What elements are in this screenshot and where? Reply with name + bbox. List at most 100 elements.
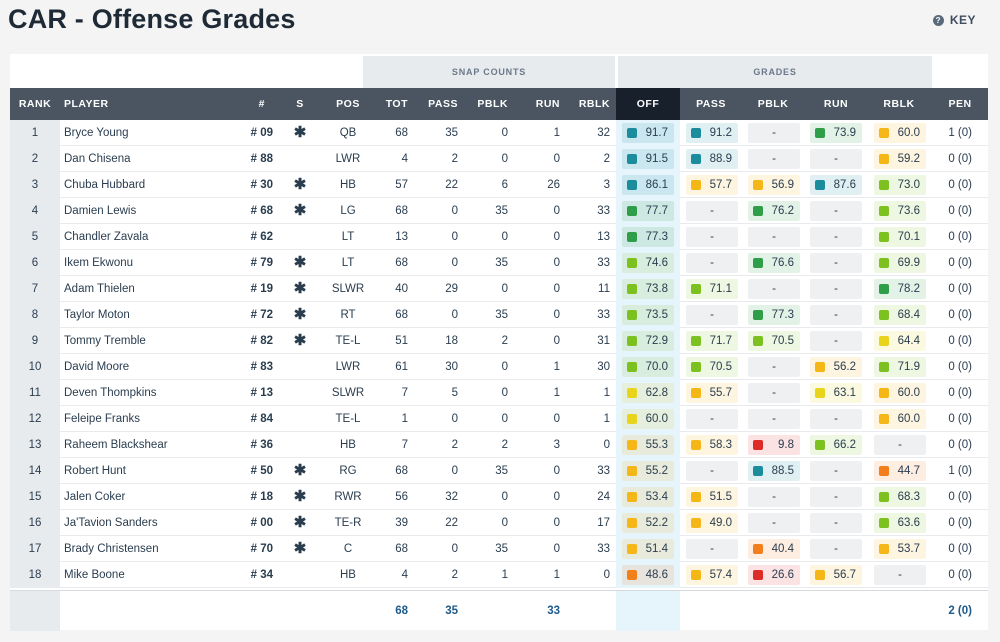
table-row[interactable]: 12 Feleipe Franks # 84 TE-L 1 0 0 0 1 60.0 - - - 60.0…	[10, 406, 988, 432]
grade-run: 87.6	[810, 175, 862, 195]
grade-value: 57.7	[709, 179, 732, 191]
starter-icon: ✱	[293, 488, 307, 505]
col-tot[interactable]: TOT	[385, 98, 408, 110]
grade-color-dot	[879, 518, 889, 528]
player-name-link[interactable]: Chuba Hubbard	[64, 179, 146, 191]
grade-pass: 51.5	[686, 487, 738, 507]
player-name-link[interactable]: Raheem Blackshear	[64, 439, 168, 451]
grade-empty-value: -	[772, 153, 776, 165]
grade-off: 62.8	[622, 383, 674, 403]
off-column-bg	[616, 562, 680, 588]
grade-value: 74.6	[645, 257, 668, 269]
grade-rblk: 60.0	[874, 123, 926, 143]
grade-empty-value: -	[834, 517, 838, 529]
grade-run: -	[810, 305, 862, 325]
col-player[interactable]: PLAYER	[64, 98, 109, 110]
table-row[interactable]: 18 Mike Boone # 34 HB 4 2 1 1 0 48.6 57.4 26.6 56.7 -…	[10, 562, 988, 588]
totals-off-cell	[616, 591, 680, 631]
table-row[interactable]: 7 Adam Thielen # 19 ✱ SLWR 40 29 0 0 11 73.8 71.1 - -…	[10, 276, 988, 302]
col-grade-run[interactable]: RUN	[823, 98, 849, 110]
col-number[interactable]: #	[258, 98, 265, 110]
grade-value: 55.3	[645, 439, 668, 451]
table-row[interactable]: 16 Ja'Tavion Sanders # 00 ✱ TE-R 39 22 0 0 17 52.2…	[10, 510, 988, 536]
table-row[interactable]: 10 David Moore # 83 LWR 61 30 0 1 30 70.0 70.5 - 56.…	[10, 354, 988, 380]
rank-cell: 5	[10, 224, 60, 250]
grade-value: 63.1	[833, 387, 856, 399]
grade-empty-value: -	[898, 569, 902, 581]
grade-value: 70.5	[771, 335, 794, 347]
grade-off: 73.5	[622, 305, 674, 325]
player-name-link[interactable]: Ikem Ekwonu	[64, 257, 134, 269]
player-name-link[interactable]: Robert Hunt	[64, 465, 127, 477]
table-row[interactable]: 14 Robert Hunt # 50 ✱ RG 68 0 35 0 33 55.2 - 88.5 - 44…	[10, 458, 988, 484]
table-row[interactable]: 2 Dan Chisena # 88 LWR 4 2 0 0 2 91.5 88.9 - - 59.2 0 …	[10, 146, 988, 172]
grade-rblk: 63.6	[874, 513, 926, 533]
jersey-number: # 09	[250, 127, 273, 139]
player-name-link[interactable]: Damien Lewis	[64, 205, 137, 217]
table-row[interactable]: 8 Taylor Moton # 72 ✱ RT 68 0 35 0 33 73.5 - 77.3 - 68…	[10, 302, 988, 328]
table-row[interactable]: 9 Tommy Tremble # 82 ✱ TE-L 51 18 2 0 31 72.9 71.7 7…	[10, 328, 988, 354]
grade-color-dot	[691, 570, 701, 580]
grade-empty-value: -	[772, 387, 776, 399]
player-name-link[interactable]: David Moore	[64, 361, 130, 373]
starter-icon: ✱	[293, 202, 307, 219]
starter-icon: ✱	[293, 514, 307, 531]
position-cell: LWR	[335, 153, 361, 165]
col-grade-pass[interactable]: PASS	[696, 98, 726, 110]
player-name-link[interactable]: Jalen Coker	[64, 491, 126, 503]
col-pass[interactable]: PASS	[428, 98, 458, 110]
col-grade-pblk[interactable]: PBLK	[757, 98, 789, 110]
table-row[interactable]: 4 Damien Lewis # 68 ✱ LG 68 0 35 0 33 77.7 - 76.2 - 73…	[10, 198, 988, 224]
col-grade-rblk[interactable]: RBLK	[883, 98, 915, 110]
grade-value: 60.0	[897, 387, 920, 399]
player-name-link[interactable]: Taylor Moton	[64, 309, 130, 321]
col-starter[interactable]: S	[296, 98, 304, 110]
player-name-link[interactable]: Dan Chisena	[64, 153, 131, 165]
table-row[interactable]: 13 Raheem Blackshear # 36 HB 7 2 2 3 0 55.3 58.3 9.…	[10, 432, 988, 458]
player-name-link[interactable]: Chandler Zavala	[64, 231, 149, 243]
table-row[interactable]: 11 Deven Thompkins # 13 SLWR 7 5 0 1 1 62.8 55.7-6…	[10, 380, 988, 406]
col-pen[interactable]: PEN	[948, 98, 972, 110]
player-name-link[interactable]: Feleipe Franks	[64, 413, 141, 425]
table-row[interactable]: 1 Bryce Young # 09 ✱ QB 68 35 0 1 32 91.7 91.2 - 73.9…	[10, 120, 988, 146]
player-name-link[interactable]: Tommy Tremble	[64, 335, 146, 347]
grade-pblk: 76.2	[748, 201, 800, 221]
col-rblk[interactable]: RBLK	[578, 98, 610, 110]
rank-cell: 17	[10, 536, 60, 562]
snap-rblk: 33	[597, 465, 610, 477]
table-row[interactable]: 17 Brady Christensen # 70 ✱ C 68 0 35 0 33 51.4 - 40…	[10, 536, 988, 562]
table-row[interactable]: 5 Chandler Zavala # 62 LT 13 0 0 0 13 77.3 - - - 70.1…	[10, 224, 988, 250]
col-run[interactable]: RUN	[535, 98, 560, 110]
grade-value: 59.2	[897, 153, 920, 165]
position-cell: SLWR	[331, 283, 365, 295]
player-name-link[interactable]: Adam Thielen	[64, 283, 135, 295]
grade-run: -	[810, 461, 862, 481]
table-row[interactable]: 3 Chuba Hubbard # 30 ✱ HB 57 22 6 26 3 86.1 57.7 56.…	[10, 172, 988, 198]
player-name-link[interactable]: Brady Christensen	[64, 543, 159, 555]
col-pblk[interactable]: PBLK	[477, 98, 508, 110]
grade-rblk: 69.9	[874, 253, 926, 273]
col-grade-off[interactable]: OFF	[616, 88, 680, 120]
grade-off: 52.2	[622, 513, 674, 533]
snap-pblk: 0	[501, 361, 508, 373]
snap-tot: 40	[395, 283, 408, 295]
table-row[interactable]: 15 Jalen Coker # 18 ✱ RWR 56 32 0 0 24 53.4 51.5 - - 6…	[10, 484, 988, 510]
grade-value: 91.5	[645, 153, 668, 165]
grade-pass: 71.7	[686, 331, 738, 351]
player-name-link[interactable]: Deven Thompkins	[64, 387, 157, 399]
grade-color-dot	[627, 284, 637, 294]
table-row[interactable]: 6 Ikem Ekwonu # 79 ✱ LT 68 0 35 0 33 74.6 - 76.6 - 69.…	[10, 250, 988, 276]
grade-off: 91.5	[622, 149, 674, 169]
col-rank[interactable]: RANK	[18, 98, 52, 110]
key-button[interactable]: ? KEY	[932, 13, 976, 27]
player-name-link[interactable]: Ja'Tavion Sanders	[64, 517, 158, 529]
player-name-link[interactable]: Mike Boone	[64, 569, 125, 581]
snap-tot: 68	[395, 543, 408, 555]
grade-value: 51.4	[645, 543, 668, 555]
col-pos[interactable]: POS	[336, 98, 360, 110]
penalties-cell: 0 (0)	[948, 439, 972, 451]
rank-cell: 2	[10, 146, 60, 172]
player-name-link[interactable]: Bryce Young	[64, 127, 129, 139]
snap-pass: 5	[451, 387, 458, 399]
snap-run: 0	[553, 465, 560, 477]
